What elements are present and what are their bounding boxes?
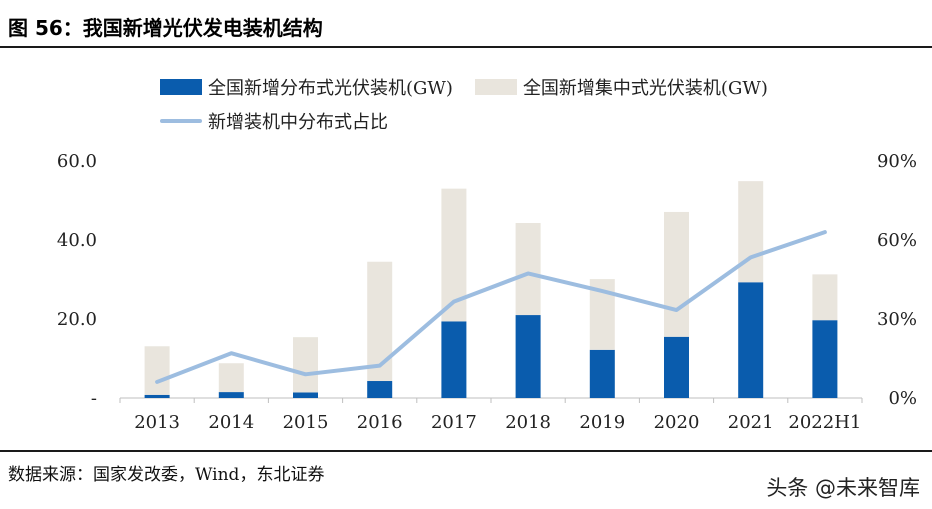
bar-distributed — [812, 320, 838, 398]
share-point — [156, 381, 158, 383]
chart-legend: 全国新增分布式光伏装机(GW) 全国新增集中式光伏装机(GW) 新增装机中分布式… — [160, 70, 790, 138]
y-left-tick-label: 20.0 — [57, 309, 97, 330]
legend-swatch-centralized — [474, 79, 517, 95]
share-point — [379, 365, 381, 367]
x-tick-label: 2021 — [728, 412, 774, 433]
bar-centralized — [664, 211, 689, 337]
share-point — [676, 309, 677, 311]
y-right-tick-label: 0% — [888, 388, 917, 409]
y-right-tick-label: 60% — [877, 230, 917, 251]
source-note: 数据来源：国家发改委，Wind，东北证券 — [8, 465, 325, 485]
bar-distributed — [664, 336, 689, 398]
share-line — [155, 230, 827, 384]
x-tick-label: 2018 — [505, 412, 551, 433]
bar-distributed — [738, 282, 764, 398]
legend-item-centralized: 全国新增集中式光伏装机(GW) — [474, 74, 768, 100]
share-point — [601, 290, 603, 292]
legend-item-distributed: 全国新增分布式光伏装机(GW) — [160, 74, 453, 100]
x-tick-label: 2016 — [357, 412, 403, 433]
legend-label-distributed: 全国新增分布式光伏装机(GW) — [208, 78, 453, 99]
watermark: 头条 @未来智库 — [766, 476, 920, 500]
legend-item-share: 新增装机中分布式占比 — [160, 108, 388, 134]
legend-row-1: 全国新增分布式光伏装机(GW) 全国新增集中式光伏装机(GW) — [160, 70, 790, 104]
y-left-tick-label: 40.0 — [57, 230, 97, 251]
bar-centralized — [218, 363, 244, 393]
bar-distributed — [515, 315, 541, 398]
legend-swatch-distributed — [160, 79, 202, 95]
x-tick-label: 2020 — [654, 412, 700, 433]
bar-distributed — [367, 381, 393, 398]
y-left-tick-label: - — [91, 388, 97, 409]
legend-label-centralized: 全国新增集中式光伏装机(GW) — [522, 78, 768, 99]
y-right-tick-label: 30% — [877, 309, 917, 330]
figure-title: 图 56：我国新增光伏发电装机结构 — [8, 16, 323, 40]
bar-centralized — [144, 346, 170, 395]
bar-distributed — [218, 392, 244, 398]
share-point — [824, 231, 826, 233]
x-tick-label: 2022H1 — [788, 412, 861, 433]
x-tick-label: 2017 — [431, 412, 477, 433]
y-left-tick-label: 60.0 — [57, 151, 97, 172]
legend-row-2: 新增装机中分布式占比 — [160, 104, 790, 138]
x-tick-label: 2015 — [283, 412, 329, 433]
legend-label-share: 新增装机中分布式占比 — [208, 112, 388, 133]
x-tick-label: 2014 — [208, 412, 254, 433]
share-point — [750, 256, 752, 258]
x-tick-label: 2013 — [134, 412, 180, 433]
share-point — [527, 272, 529, 274]
bar-distributed — [293, 392, 318, 398]
bar-centralized — [515, 223, 541, 316]
bar-centralized — [812, 274, 838, 321]
chart-plot: - 20.0 40.0 60.0 0% 30% 60% 90% 2013 2014 2015 2016… — [57, 151, 917, 433]
share-point — [305, 373, 306, 375]
source-divider — [0, 450, 932, 452]
legend-swatch-share — [160, 119, 202, 123]
x-tick-label: 2019 — [579, 412, 625, 433]
bar-centralized — [738, 181, 764, 283]
bar-centralized — [293, 337, 318, 393]
bar-centralized — [367, 261, 393, 382]
y-right-tick-label: 90% — [877, 151, 917, 172]
share-point — [453, 301, 455, 303]
share-point — [230, 352, 232, 354]
bar-distributed — [441, 321, 467, 398]
bar-distributed — [589, 349, 615, 398]
title-divider — [0, 46, 932, 48]
bar-distributed — [144, 394, 170, 398]
